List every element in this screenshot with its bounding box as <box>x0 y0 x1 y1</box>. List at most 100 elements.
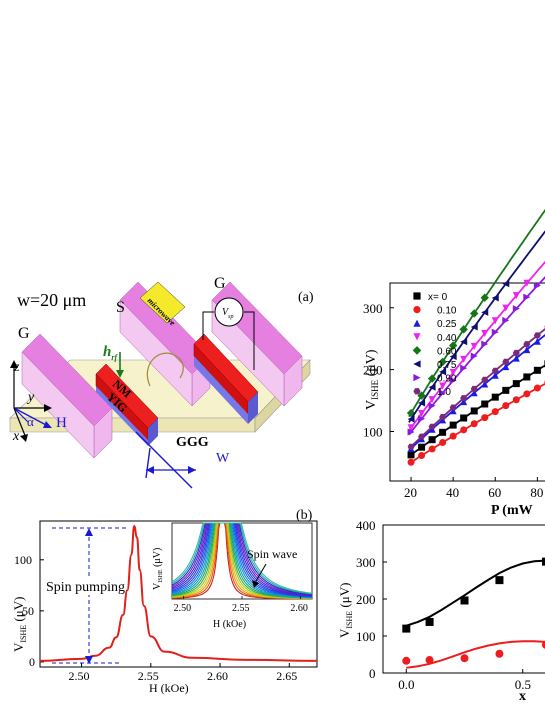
panel-c-legend-marker <box>413 306 421 314</box>
panel-d-data-point <box>425 617 434 626</box>
inset-xtick-label: 2.55 <box>232 603 250 614</box>
spin-wave-arrow <box>255 563 267 582</box>
panel-d-ticks: 0.0 0.5 0 100 200 300 400 <box>356 518 531 692</box>
y-axis-label: y <box>26 390 35 405</box>
g-left-label: G <box>18 325 30 342</box>
panel-d-series <box>402 557 545 669</box>
panel-c-data-point <box>523 346 531 354</box>
panel-c-data-point <box>491 371 499 379</box>
panel-c-data-point <box>533 384 541 392</box>
panel-b-xtick-label: 2.65 <box>276 669 297 683</box>
panel-c-data-point <box>480 293 489 302</box>
panel-c-data-point <box>438 357 447 367</box>
h-direction-line <box>13 407 29 423</box>
panel-c-legend-label: 0.40 <box>437 333 457 344</box>
panel-c-data-point <box>449 407 457 415</box>
panel-d-xlabel: x <box>519 689 526 704</box>
panel-c-data-point <box>502 386 510 394</box>
panel-d-ytick-label: 0 <box>369 666 376 681</box>
panel-c-data-point <box>460 414 468 422</box>
panel-c-data-point <box>427 374 437 383</box>
panel-c-legend-marker <box>413 360 421 368</box>
panel-c-data-point <box>470 342 478 350</box>
panel-b-xtick-label: 2.55 <box>138 669 159 683</box>
inset-ylabel: VISHE (μV) <box>152 548 164 590</box>
h-field-line <box>13 407 49 427</box>
yig-left-end <box>148 418 158 446</box>
panel-c-data-point <box>407 458 415 466</box>
panel-d-data-point <box>495 649 504 658</box>
panel-c-data-point <box>470 389 478 397</box>
panel-c-data-point <box>502 363 510 371</box>
inset-spectrum-curve <box>171 522 313 595</box>
inset-spectrum-curve <box>171 522 313 594</box>
panel-c-data-point <box>470 352 478 360</box>
panel-c-data-point <box>449 377 457 385</box>
panel-c: 20 40 60 80 100 200 300 x= 0 0.10 0.25 0.40 0.60 0.… <box>363 208 545 518</box>
yig-left-side <box>96 386 148 446</box>
panel-c-data-point <box>470 309 479 318</box>
panel-c-data-point <box>449 421 457 429</box>
panel-c-legend-label: 0.60 <box>437 346 457 357</box>
vsp-label: Vsp <box>222 307 233 320</box>
h-field-arrow <box>43 421 52 428</box>
panel-c-data-point <box>502 316 510 324</box>
panel-d-xtick-label: 0.5 <box>515 677 531 692</box>
panel-b-ytick-label: 50 <box>22 604 34 618</box>
panel-c-ticks: 20 40 60 80 100 200 300 <box>363 301 543 500</box>
panel-c-data-point <box>428 396 436 404</box>
panel-c-data-point <box>523 341 531 348</box>
panel-c-legend-label: 1.0 <box>437 387 451 398</box>
panel-c-xtick-label: 20 <box>404 485 417 500</box>
panel-a-schematic: microwave Vsp hrf NM YIG GGG G S G <box>9 275 314 489</box>
spin-pump-arrow-down <box>85 656 93 664</box>
panel-c-data-point <box>407 428 415 436</box>
panel-c-data-point <box>512 396 520 404</box>
panel-b-frame <box>39 520 318 668</box>
panel-b-ticks: 2.50 2.55 2.60 2.65 0 50 100 <box>14 553 297 683</box>
panel-b-xlabel: H (kOe) <box>149 681 189 695</box>
panel-c-data-point <box>470 420 478 428</box>
inset-xlabel: H (kOe) <box>213 619 246 630</box>
panel-c-legend-marker <box>413 292 421 300</box>
x-axis-line <box>13 407 27 439</box>
panel-d-data-point <box>542 557 545 566</box>
panel-c-data-point <box>502 280 510 288</box>
panel-d-data-point <box>402 624 411 633</box>
x-axis-arrow <box>20 434 28 442</box>
panel-c-data-point <box>481 400 489 408</box>
panel-c-data-point <box>491 408 499 416</box>
inset-xtick-label: 2.60 <box>290 603 308 614</box>
spin-pump-label-bg <box>44 577 124 595</box>
panel-c-data-point <box>491 294 499 302</box>
w-dim-line-b <box>145 447 151 479</box>
panel-c-data-point <box>449 404 457 411</box>
panel-c-data-point <box>418 409 426 417</box>
vsp-meter <box>214 297 244 327</box>
panel-b: (b) 2.50 2.55 2.60 2.65 0 50 100 VISHE (μV) H … <box>11 508 318 695</box>
rf-field-loop <box>146 352 184 387</box>
panel-c-data-point <box>523 373 531 381</box>
panel-c-legend-marker <box>412 346 422 355</box>
w-label: W <box>216 451 230 466</box>
panel-c-data-point <box>481 376 489 383</box>
panel-c-data-point <box>533 366 541 374</box>
panel-c-legend: x= 0 0.10 0.25 0.40 0.60 0.75 0.90 1.0 <box>412 292 457 398</box>
panel-c-data-point <box>523 279 531 287</box>
spin-wave-annotation: Spin wave <box>247 547 297 561</box>
panel-d-ytick-label: 300 <box>356 555 376 570</box>
panel-c-data-point <box>439 368 447 376</box>
panel-c-data-point <box>491 393 499 401</box>
panel-c-data-point <box>512 292 520 300</box>
panel-c-data-point <box>533 282 541 290</box>
panel-d-ytick-label: 100 <box>356 629 376 644</box>
panel-c-data-point <box>407 415 415 423</box>
panel-c-data-point <box>428 423 436 430</box>
alpha-label: α <box>27 414 34 429</box>
ggg-label: GGG <box>176 435 209 450</box>
s-label: S <box>116 299 125 316</box>
panel-c-data-point <box>439 438 447 446</box>
panel-c-data-point <box>428 436 436 444</box>
panel-c-data-point <box>418 452 426 460</box>
